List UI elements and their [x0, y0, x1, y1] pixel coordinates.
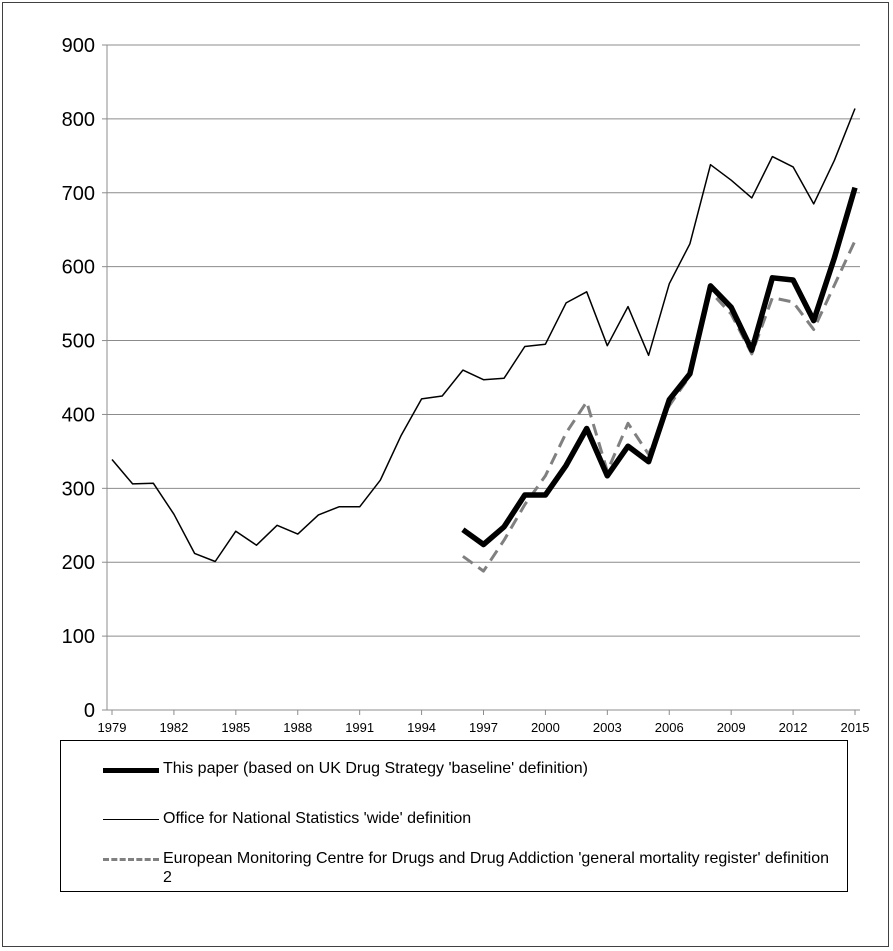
legend-label: Office for National Statistics 'wide' de… [163, 810, 472, 827]
y-tick-label: 200 [62, 552, 95, 574]
series-lines [111, 108, 858, 573]
x-tick-label: 1979 [98, 720, 127, 735]
y-tick-label: 800 [62, 109, 95, 131]
y-tick-labels: 0 100 200 300 400 500 600 700 800 900 [62, 35, 95, 722]
x-tick-label: 1988 [283, 720, 312, 735]
legend-label: European Monitoring Centre for Drugs and… [163, 850, 830, 886]
x-tick-label: 1985 [221, 720, 250, 735]
series-line-dashed [462, 240, 857, 573]
x-tick-label: 1991 [345, 720, 374, 735]
x-tick-label: 1982 [159, 720, 188, 735]
y-tick-label: 100 [62, 626, 95, 648]
x-tick-label: 2003 [593, 720, 622, 735]
x-tick-label: 2006 [655, 720, 684, 735]
legend-swatch-thick-solid [103, 768, 159, 773]
y-tick-label: 600 [62, 257, 95, 279]
x-tick-label: 2015 [841, 720, 870, 735]
y-tick-label: 700 [62, 183, 95, 205]
legend-swatch-dashed [103, 858, 159, 861]
x-tick-label: 2000 [531, 720, 560, 735]
x-tick-label: 1994 [407, 720, 436, 735]
y-tick-label: 500 [62, 331, 95, 353]
x-tick-label: 2012 [779, 720, 808, 735]
y-tick-label: 0 [84, 700, 95, 722]
y-tick-label: 300 [62, 478, 95, 500]
x-tick-label: 2009 [717, 720, 746, 735]
series-line-thick-solid [461, 186, 858, 548]
y-tick-label: 900 [62, 35, 95, 57]
legend: This paper (based on UK Drug Strategy 'b… [60, 740, 848, 892]
y-tick-label: 400 [62, 404, 95, 426]
x-tick-labels: 1979 1982 1985 1988 1991 1994 1997 2000 2003 2006… [98, 720, 870, 735]
legend-swatch-thin-solid [103, 819, 159, 820]
legend-label: This paper (based on UK Drug Strategy 'b… [163, 760, 589, 777]
gridlines [107, 44, 860, 637]
x-tick-label: 1997 [469, 720, 498, 735]
axes [102, 44, 860, 715]
series-line-thin-solid [111, 108, 856, 563]
